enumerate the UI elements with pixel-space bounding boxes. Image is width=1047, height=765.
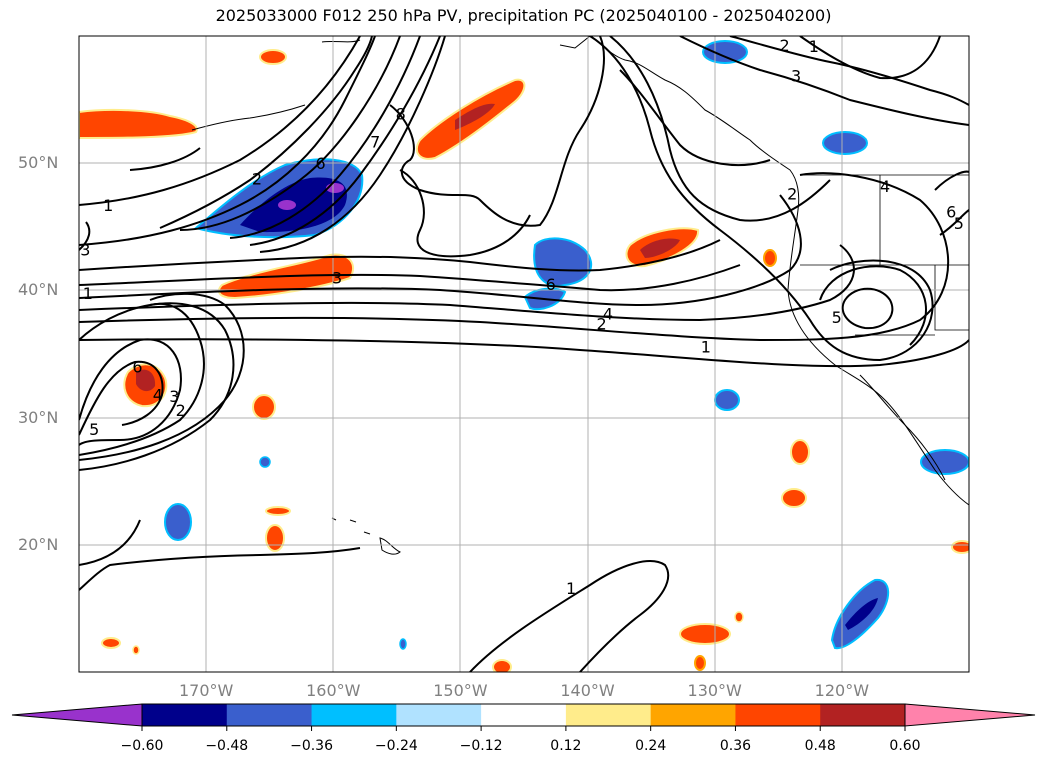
contour-label: 5 <box>89 420 99 439</box>
colorbar-extend-low <box>11 703 143 727</box>
contour-label: 3 <box>791 66 801 85</box>
lat-label: 50°N <box>18 153 59 173</box>
contour-label: 6 <box>132 358 142 377</box>
contour-label: 4 <box>153 386 163 405</box>
precip-positive-blob <box>951 540 969 554</box>
contour-label: 5 <box>954 214 964 233</box>
contour-label: 3 <box>332 269 342 288</box>
contour-label: 6 <box>315 154 325 173</box>
precip-positive-blob <box>79 108 198 139</box>
gridlines <box>79 36 969 672</box>
precip-positive-blob <box>252 394 276 420</box>
colorbar-segment <box>311 704 397 726</box>
precip-positive-blob <box>734 611 744 623</box>
precip-positive-blob <box>790 439 810 465</box>
colorbar-tick-label: 0.12 <box>550 738 582 754</box>
precip-positive-core <box>455 103 495 130</box>
lat-label: 20°N <box>18 534 59 554</box>
colorbar-segment <box>142 704 228 726</box>
precip-positive-blob <box>679 623 731 645</box>
lat-label: 40°N <box>18 280 59 300</box>
colorbar-tick-label: 0.48 <box>804 738 836 754</box>
contour-label: 1 <box>701 337 711 356</box>
figure-title: 2025033000 F012 250 hPa PV, precipitatio… <box>215 6 832 25</box>
contour-label: 8 <box>396 105 406 124</box>
coastlines <box>191 36 969 555</box>
colorbar-segment <box>396 704 482 726</box>
colorbar-segment <box>226 704 313 726</box>
contour-label: 6 <box>546 275 556 294</box>
precip-positive-blob <box>492 659 512 672</box>
pv-contours <box>79 36 969 672</box>
lon-label: 170°W <box>178 681 234 700</box>
contour-label: 2 <box>780 36 790 55</box>
colorbar-segment <box>650 704 736 726</box>
colorbar-tick-label: −0.24 <box>374 738 418 754</box>
contour-label: 3 <box>80 241 90 260</box>
lat-label: 30°N <box>18 407 59 427</box>
contour-labels: 11326783642164325121324565 <box>80 36 964 598</box>
precip-positive-blob <box>781 488 807 508</box>
lon-label: 150°W <box>433 681 488 700</box>
precip-positive-core <box>640 238 680 258</box>
colorbar-tick-label: −0.48 <box>205 738 249 754</box>
contour-label: 2 <box>787 185 797 204</box>
precip-negative-core <box>845 598 878 630</box>
precip-positive-blob <box>265 506 291 516</box>
contour-label: 3 <box>169 387 179 406</box>
contour-label: 2 <box>252 169 262 188</box>
precip-negative-blob <box>702 40 748 64</box>
contour-label: 4 <box>603 304 613 323</box>
colorbar-segment <box>481 704 567 726</box>
colorbar-frame <box>141 703 906 727</box>
precip-negative-core <box>278 200 296 210</box>
colorbar-tick-label: −0.60 <box>120 738 164 754</box>
precip-positive-blob <box>101 637 121 649</box>
precip-positive-core <box>136 369 156 392</box>
precip-negative-blob <box>533 237 592 288</box>
contour-label: 1 <box>103 196 113 215</box>
precip-positive-blob <box>259 49 287 65</box>
precip-positive-blob <box>763 249 777 267</box>
precip-negative-blob <box>259 456 271 468</box>
contour-label: 2 <box>176 401 186 420</box>
colorbar-segment <box>735 704 821 726</box>
contour-label: 7 <box>370 133 380 152</box>
precip-negative-blob <box>164 503 192 541</box>
precip-negative-blob <box>920 449 969 475</box>
contour-label: 4 <box>880 177 890 196</box>
colorbar-tick-label: −0.36 <box>290 738 333 754</box>
precip-shading <box>79 40 969 672</box>
colorbar-tick-label: 0.60 <box>889 738 921 754</box>
map-background <box>79 36 969 672</box>
contour-label: 1 <box>566 579 576 598</box>
contour-label: 5 <box>832 308 842 327</box>
map-frame <box>78 35 970 673</box>
lon-label: 120°W <box>814 681 870 700</box>
lon-label: 140°W <box>560 681 615 700</box>
precip-positive-blob <box>132 645 140 655</box>
colorbar-tick-label: −0.12 <box>459 738 503 754</box>
precip-negative-blob <box>399 638 407 650</box>
contour-label: 1 <box>83 284 93 303</box>
lon-label: 160°W <box>306 681 361 700</box>
colorbar-tick-label: 0.36 <box>719 738 752 754</box>
colorbar-tick-label: 0.24 <box>635 738 667 754</box>
colorbar-extend-high <box>904 703 1036 727</box>
contour-label: 6 <box>946 203 956 222</box>
contour-label: 2 <box>596 314 606 333</box>
lon-label: 130°W <box>687 681 742 700</box>
precip-negative-blob <box>822 131 868 155</box>
map-plot: 11326783642164325121324565 <box>78 35 970 673</box>
contour-label: 1 <box>809 37 819 56</box>
colorbar-segment <box>565 704 652 726</box>
precip-positive-blob <box>694 655 706 671</box>
colorbar-segment <box>820 704 906 726</box>
